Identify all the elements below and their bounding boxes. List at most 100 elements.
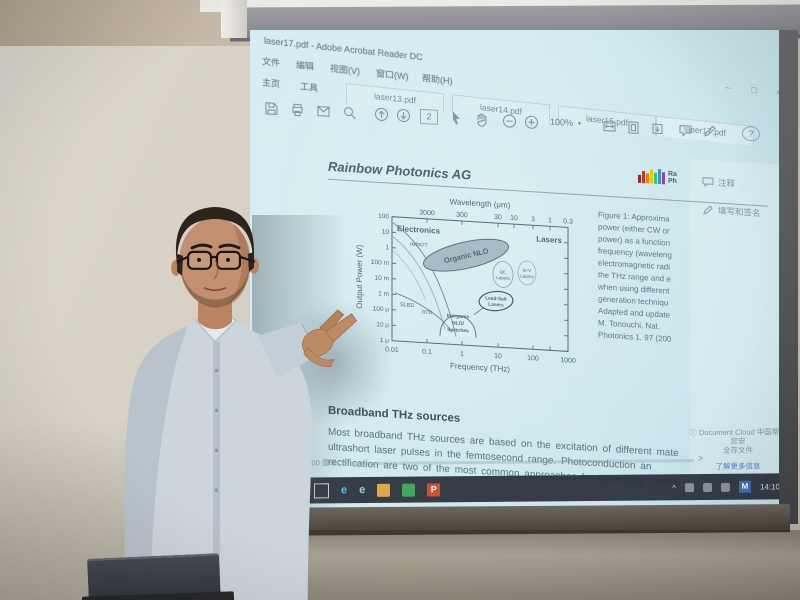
menu-edit[interactable]: 编辑: [296, 59, 315, 72]
lasers-label: Lasers: [536, 235, 562, 246]
screen-shadow: [240, 530, 800, 556]
maximize-button[interactable]: □: [751, 84, 757, 96]
x-tick-1000: 1000: [560, 357, 576, 365]
help-icon[interactable]: ?: [742, 125, 760, 142]
green-app-icon[interactable]: [402, 483, 416, 497]
learn-more-link[interactable]: 了解更多信息: [715, 461, 761, 471]
menu-help[interactable]: 帮助(H): [422, 73, 453, 87]
email-icon[interactable]: [316, 103, 331, 119]
previous-page-icon[interactable]: [374, 106, 389, 122]
chart-top-axis-label: Wavelength (μm): [450, 197, 511, 210]
x-tick-100: 100: [527, 355, 539, 363]
print-icon[interactable]: [290, 102, 305, 118]
organic-nlo-ellipse: [423, 238, 509, 272]
lead-salt-label-1: Lead-Salt: [485, 295, 507, 302]
iiiv-lasers-ellipse: [517, 260, 537, 286]
x-tick-001: 0.01: [385, 346, 399, 354]
tray-icon[interactable]: [684, 482, 694, 492]
export-icon[interactable]: [650, 121, 665, 137]
eyebrow: [190, 243, 213, 250]
tray-icon[interactable]: [720, 482, 730, 492]
presenter: [124, 206, 358, 600]
fit-page-icon[interactable]: [626, 120, 641, 136]
fill-sign-pen-icon: [703, 205, 713, 215]
zoom-out-icon[interactable]: [502, 113, 517, 129]
minimize-button[interactable]: –: [725, 81, 731, 93]
inorganic-label-2: NLO/: [452, 320, 465, 327]
beard-stubble: [181, 269, 249, 308]
logo-text-line2: Ph: [668, 177, 677, 186]
impatt-label: IMPATT: [410, 242, 428, 249]
qc-lasers-ellipse: [492, 261, 514, 288]
comment-tool-icon[interactable]: [678, 122, 693, 138]
screen-frame-right: [779, 30, 798, 524]
horizontal-scrollbar[interactable]: [354, 459, 694, 466]
zoom-in-icon[interactable]: [524, 114, 539, 130]
y-tick-10: 10: [382, 229, 390, 236]
powerpoint-icon[interactable]: P: [427, 482, 441, 496]
top-tick-03: 0.3: [563, 218, 573, 226]
panel-item-comment[interactable]: 注释: [702, 176, 735, 190]
y-tick-100m: 100 m: [371, 259, 389, 267]
chart-x-axis-label: Frequency (THz): [450, 361, 510, 374]
qc-lasers-label-1: QC: [500, 269, 507, 274]
menu-file[interactable]: 文件: [262, 56, 281, 69]
inorganic-dome: [439, 315, 477, 338]
zoom-dropdown-caret[interactable]: ▾: [578, 121, 582, 128]
panel-fill-sign-label: 填写和签名: [718, 205, 761, 219]
save-icon[interactable]: [264, 101, 279, 117]
eyebrow: [218, 243, 241, 250]
y-tick-100: 100: [378, 213, 389, 221]
y-tick-1m: 1 m: [378, 290, 389, 298]
inorganic-label-3: Switches: [447, 327, 469, 334]
fit-width-icon[interactable]: [602, 118, 617, 134]
tab-tools[interactable]: 工具: [300, 81, 319, 94]
document-cloud-notification[interactable]: ⓘ Document Cloud 中国帮助您安 全存文件 了解更多信息: [689, 427, 787, 471]
rtd-label: RTD: [422, 310, 433, 317]
pen-tool-icon[interactable]: [702, 124, 717, 140]
qc-lasers-label-2: Lasers: [496, 275, 510, 281]
hand-tool-icon[interactable]: [474, 112, 489, 128]
document-heading: Rainbow Photonics AG: [328, 158, 472, 183]
page-number-field[interactable]: 2: [420, 108, 438, 125]
lead-salt-ellipse: [478, 290, 514, 312]
ime-language-badge[interactable]: M: [738, 480, 751, 493]
comment-bubble-icon: [702, 177, 714, 188]
lead-salt-label-2: Lasers: [488, 302, 504, 309]
zoom-level-value[interactable]: 100%: [550, 116, 574, 128]
tab-home[interactable]: 主页: [262, 77, 281, 90]
wall-bottom: [250, 532, 800, 600]
tray-expand-icon[interactable]: ^: [672, 482, 676, 492]
inorganic-label-1: Inorganic: [447, 313, 470, 320]
y-tick-100u: 100 μ: [373, 306, 390, 314]
top-tick-3000: 3000: [419, 209, 435, 217]
file-explorer-icon[interactable]: [377, 483, 391, 497]
shirt-placket: [213, 341, 220, 600]
top-tick-10: 10: [510, 215, 518, 222]
iiiv-lasers-label-2: Lasers: [520, 274, 534, 280]
info-icon: ⓘ: [689, 428, 697, 438]
taskbar-clock[interactable]: 14:10: [759, 481, 780, 492]
projection-screen: laser17.pdf - Adobe Acrobat Reader DC – …: [250, 30, 790, 508]
y-tick-10m: 10 m: [375, 275, 389, 283]
select-tool-icon[interactable]: [450, 110, 465, 126]
x-tick-10: 10: [494, 353, 502, 360]
menu-window[interactable]: 窗口(W): [376, 68, 409, 82]
x-tick-01: 0.1: [422, 349, 432, 357]
rainbow-photonics-logo: Ra Ph: [638, 168, 677, 185]
menu-view[interactable]: 视图(V): [330, 63, 360, 77]
top-tick-3: 3: [531, 216, 535, 223]
figure-caption: Figure 1: Approxima power (either CW or …: [598, 210, 672, 344]
y-tick-1u: 1 μ: [380, 337, 389, 345]
hand-pointing: [301, 309, 358, 367]
document-page: Rainbow Photonics AG Ra Ph Wavelength (μ…: [250, 124, 790, 496]
panel-item-fill-sign[interactable]: 填写和签名: [702, 204, 761, 220]
tray-icon[interactable]: [702, 482, 712, 492]
search-icon[interactable]: [342, 105, 357, 121]
hair: [175, 206, 255, 266]
nose: [213, 259, 219, 280]
next-page-icon[interactable]: [396, 108, 411, 124]
toolbar: 2 100% ▾ ?: [250, 96, 790, 150]
thz-sources-chart: Wavelength (μm) 3000 300 30 10 3 1 0.3 O…: [355, 197, 576, 374]
panel-comment-label: 注释: [718, 177, 736, 189]
